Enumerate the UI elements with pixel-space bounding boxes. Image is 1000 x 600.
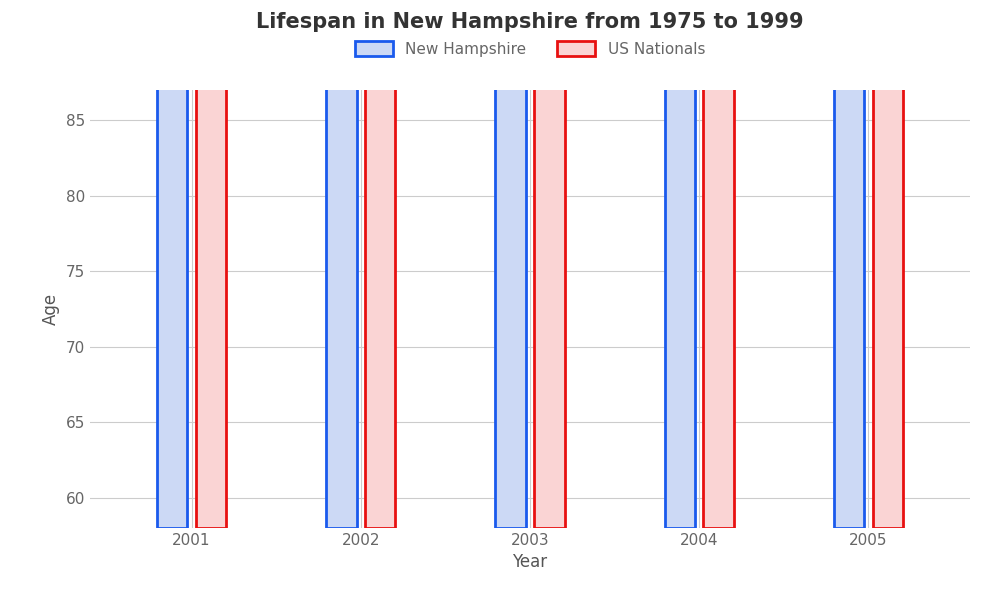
Bar: [873, 0, 903, 528]
Bar: [665, 0, 695, 528]
Bar: [834, 0, 864, 528]
Bar: [157, 0, 187, 528]
Title: Lifespan in New Hampshire from 1975 to 1999: Lifespan in New Hampshire from 1975 to 1…: [256, 11, 804, 31]
Legend: New Hampshire, US Nationals: New Hampshire, US Nationals: [355, 41, 705, 56]
Y-axis label: Age: Age: [42, 293, 60, 325]
Bar: [326, 0, 357, 528]
Bar: [365, 0, 395, 528]
Bar: [495, 0, 526, 528]
Bar: [534, 0, 565, 528]
X-axis label: Year: Year: [512, 553, 548, 571]
Bar: [703, 0, 734, 528]
Bar: [196, 0, 226, 528]
